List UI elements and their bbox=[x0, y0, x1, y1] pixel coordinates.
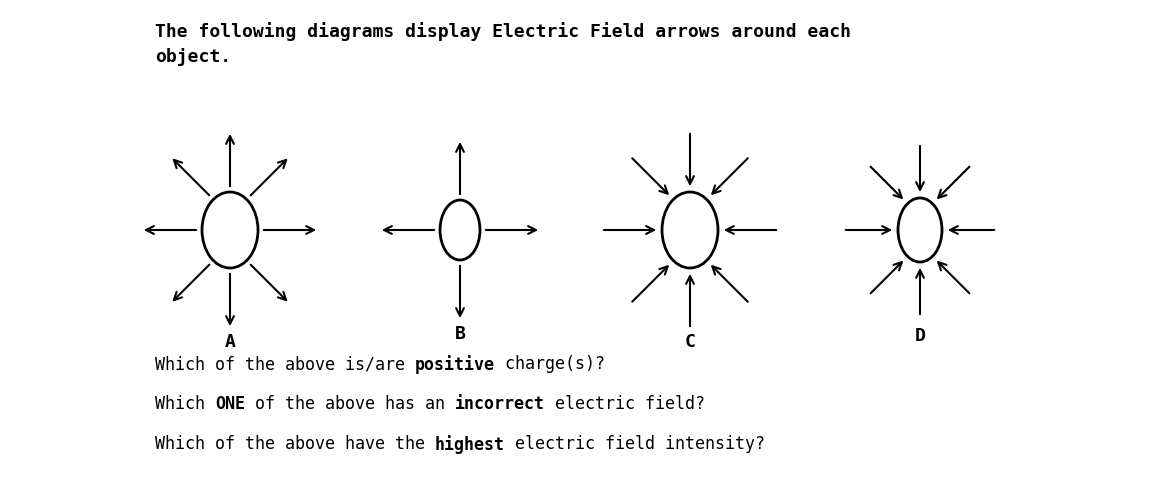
Text: Which of the above have the: Which of the above have the bbox=[155, 435, 435, 453]
Text: ONE: ONE bbox=[215, 395, 245, 413]
Ellipse shape bbox=[202, 192, 258, 268]
Text: D: D bbox=[914, 327, 926, 345]
Text: highest: highest bbox=[435, 435, 505, 454]
Text: charge(s)?: charge(s)? bbox=[494, 355, 606, 373]
Text: object.: object. bbox=[155, 48, 231, 66]
Text: of the above has an: of the above has an bbox=[245, 395, 455, 413]
Text: B: B bbox=[455, 325, 465, 343]
Text: The following diagrams display Electric Field arrows around each: The following diagrams display Electric … bbox=[155, 22, 851, 41]
Text: A: A bbox=[224, 333, 235, 351]
Text: electric field?: electric field? bbox=[545, 395, 705, 413]
Ellipse shape bbox=[662, 192, 718, 268]
Text: positive: positive bbox=[415, 355, 494, 374]
Text: C: C bbox=[685, 333, 696, 351]
Text: electric field intensity?: electric field intensity? bbox=[505, 435, 765, 453]
Ellipse shape bbox=[898, 198, 942, 262]
Text: Which of the above is/are: Which of the above is/are bbox=[155, 355, 415, 373]
Text: Which: Which bbox=[155, 395, 215, 413]
Text: incorrect: incorrect bbox=[455, 395, 545, 413]
Ellipse shape bbox=[440, 200, 480, 260]
